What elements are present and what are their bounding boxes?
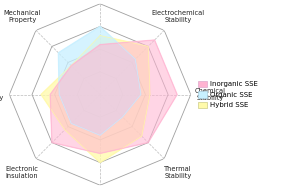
Polygon shape [58, 26, 141, 135]
Legend: Inorganic SSE, Organic SSE, Hybrid SSE: Inorganic SSE, Organic SSE, Hybrid SSE [198, 81, 258, 108]
Polygon shape [41, 36, 150, 163]
Polygon shape [50, 40, 177, 153]
